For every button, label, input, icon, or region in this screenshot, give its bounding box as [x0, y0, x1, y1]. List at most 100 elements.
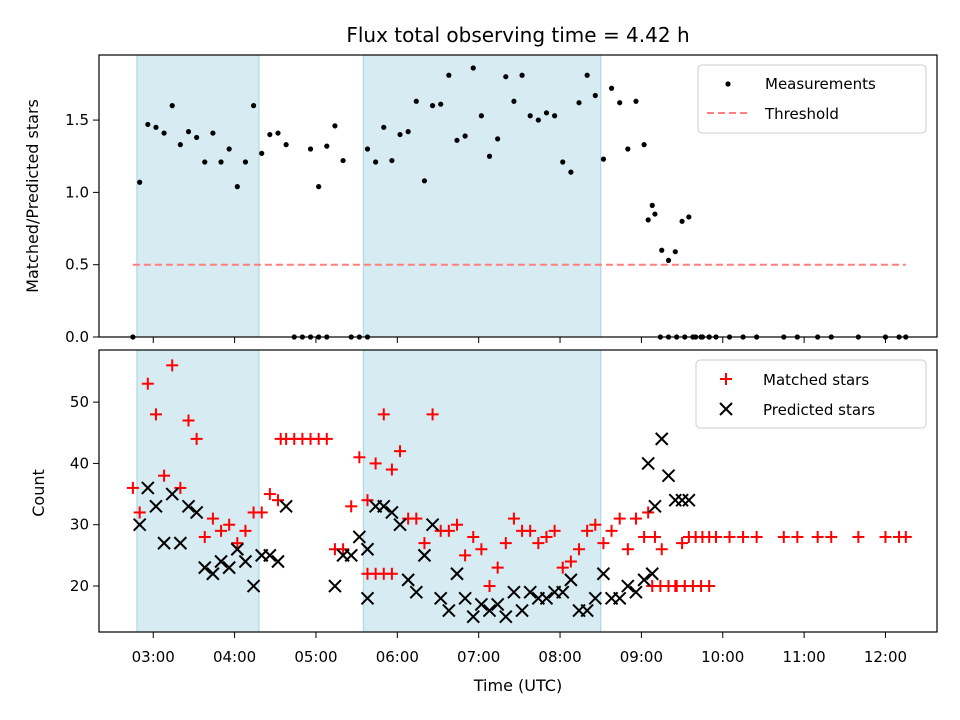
- matched-star-point: [825, 530, 838, 543]
- matched-star-point: [483, 580, 496, 593]
- matched-star-point: [337, 543, 350, 556]
- measurement-point: [429, 103, 436, 109]
- predicted-star-point: [198, 560, 212, 575]
- predicted-star-point: [645, 567, 659, 581]
- matched-star-point: [669, 580, 682, 593]
- matched-star-point: [320, 432, 333, 445]
- predicted-star-point: [238, 554, 253, 569]
- top-legend-box: [697, 64, 927, 134]
- matched-star-point: [879, 530, 892, 543]
- predicted-star-point: [206, 567, 220, 581]
- predicted-star-point: [641, 456, 655, 471]
- predicted-star-point: [328, 579, 342, 593]
- matched-star-point: [597, 537, 610, 550]
- matched-star-point: [581, 524, 594, 537]
- predicted-star-point: [507, 585, 521, 599]
- predicted-star-point: [458, 591, 472, 605]
- x-axis-label: Time (UTC): [473, 676, 562, 695]
- matched-star-point: [459, 549, 472, 562]
- matched-star-point: [158, 469, 171, 482]
- legend-threshold-label: Threshold: [764, 105, 839, 123]
- measurement-point: [552, 113, 558, 119]
- x-tick-label: 05:00: [294, 648, 337, 666]
- measurement-point: [470, 65, 476, 71]
- top-axes-frame: [98, 54, 938, 338]
- predicted-star-point: [556, 585, 570, 599]
- measurement-point: [600, 156, 607, 162]
- measurement-point: [645, 217, 651, 223]
- predicted-star-point: [377, 499, 391, 514]
- matched-star-point: [638, 530, 651, 543]
- legend-predicted-marker: [719, 402, 733, 416]
- measurement-point: [495, 136, 501, 142]
- predicted-star-point: [655, 432, 669, 446]
- measurement-point: [584, 72, 590, 78]
- x-tick-label: 04:00: [213, 648, 256, 666]
- predicted-star-point: [157, 536, 171, 550]
- matched-star-point: [540, 530, 553, 543]
- measurement-point: [446, 72, 452, 78]
- measurement-point: [625, 146, 631, 152]
- predicted-star-point: [141, 481, 155, 495]
- predicted-star-point: [661, 468, 676, 483]
- matched-star-point: [548, 524, 561, 537]
- measurement-point: [438, 101, 444, 107]
- matched-star-point: [791, 530, 804, 543]
- measurement-point: [161, 130, 167, 136]
- measurement-point: [679, 218, 685, 224]
- measurement-point: [137, 179, 143, 185]
- measurement-point: [283, 142, 289, 148]
- measurement-point: [202, 159, 208, 165]
- top-y-tick-label: 1.5: [65, 111, 89, 129]
- matched-star-point: [750, 530, 763, 543]
- bottom-legend-box: [695, 359, 927, 429]
- measurement-point: [405, 129, 411, 135]
- measurement-point: [568, 169, 574, 175]
- measurement-point: [454, 137, 460, 143]
- matched-star-point: [141, 377, 154, 390]
- measurement-point: [250, 103, 257, 109]
- matched-star-point: [271, 494, 284, 507]
- matched-star-point: [629, 512, 642, 525]
- legend-measurements-label: Measurements: [765, 75, 876, 93]
- matched-star-point: [174, 481, 187, 494]
- top-panel: 0.0 0.5 1.0 1.5 Flux total observing time =…: [23, 23, 938, 346]
- matched-star-point: [532, 537, 545, 550]
- matched-star-point: [190, 432, 203, 445]
- measurement-point: [234, 184, 240, 190]
- matched-star-point: [353, 451, 366, 464]
- matched-star-point: [394, 445, 407, 458]
- predicted-star-point: [490, 597, 505, 612]
- matched-star-point: [642, 506, 655, 519]
- matched-star-point: [377, 408, 390, 421]
- predicted-star-point: [523, 585, 537, 599]
- predicted-star-point: [352, 530, 367, 544]
- top-y-axis-label: Matched/Predicted stars: [23, 99, 42, 293]
- matched-star-point: [524, 524, 537, 537]
- measurement-point: [462, 133, 468, 139]
- predicted-star-point: [279, 499, 293, 514]
- measurement-point: [316, 184, 322, 190]
- matched-star-point: [369, 457, 382, 470]
- legend-matched-marker: [720, 373, 732, 385]
- matched-star-point: [345, 500, 358, 513]
- matched-star-point: [737, 530, 750, 543]
- predicted-star-point: [580, 603, 594, 618]
- top-series: [130, 65, 909, 340]
- predicted-star-point: [648, 499, 662, 514]
- predicted-star-point: [499, 609, 513, 624]
- measurement-point: [145, 121, 151, 128]
- top-y-tick-label: 0.0: [65, 328, 89, 346]
- x-tick-label: 10:00: [701, 648, 744, 666]
- measurement-point: [527, 113, 533, 119]
- matched-star-point: [239, 524, 252, 537]
- matched-star-point: [723, 530, 736, 543]
- predicted-star-point: [360, 542, 375, 556]
- top-y-tick-label: 1.0: [65, 183, 89, 201]
- bottom-y-tick-label: 30: [70, 516, 89, 534]
- measurement-point: [576, 100, 582, 106]
- matched-star-point: [149, 408, 162, 421]
- matched-star-point: [361, 494, 374, 507]
- matched-star-point: [467, 530, 480, 543]
